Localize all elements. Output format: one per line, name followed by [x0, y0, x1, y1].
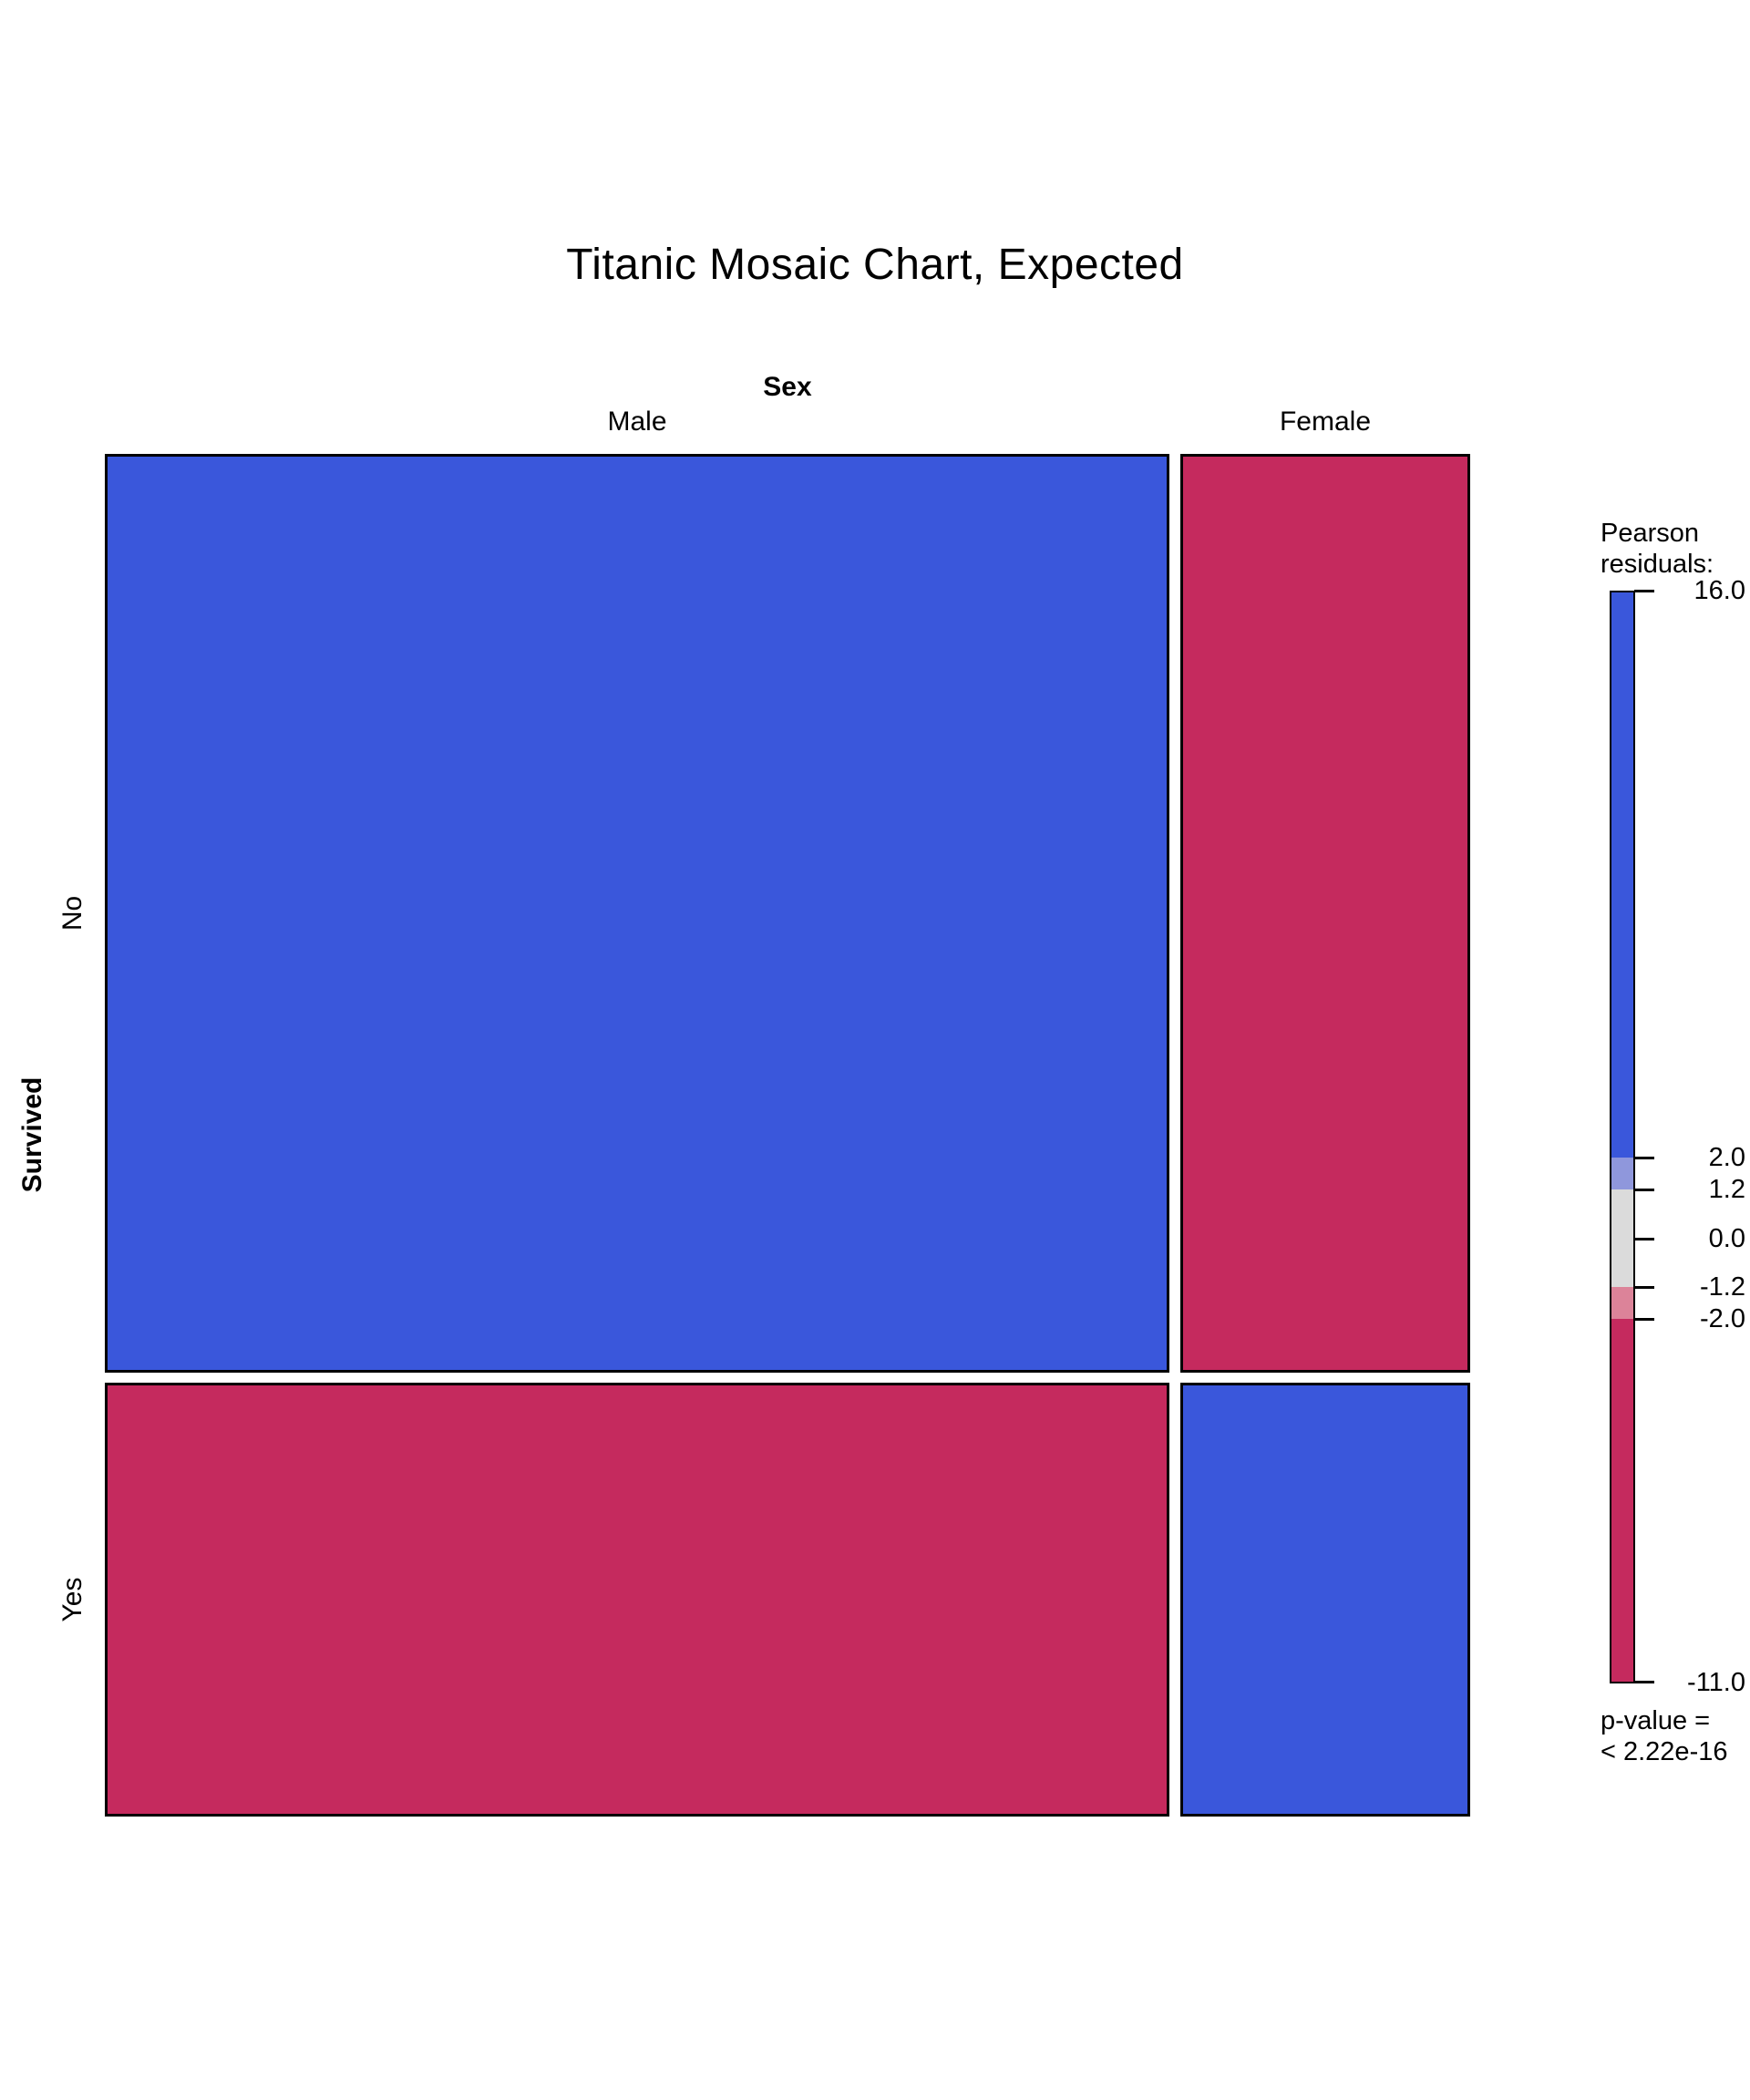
x-axis-variable-label: Sex [763, 372, 812, 402]
legend-title-line2: residuals: [1601, 550, 1714, 579]
legend-tick-label-neg2: -2.0 [1700, 1304, 1745, 1333]
tile-no-female [1180, 454, 1470, 1373]
legend-segment-negative-high [1611, 1319, 1633, 1682]
p-value-line2: < 2.22e-16 [1601, 1737, 1728, 1766]
legend-tick-label-16: 16.0 [1693, 576, 1745, 605]
y-category-no-label: No [57, 895, 88, 932]
legend-tick-label-2: 2.0 [1708, 1143, 1745, 1172]
tile-yes-female [1180, 1383, 1470, 1817]
legend-tick-16 [1634, 590, 1654, 592]
legend-tick-label-1_2: 1.2 [1708, 1175, 1745, 1204]
legend-tick-0 [1634, 1238, 1654, 1240]
chart-title: Titanic Mosaic Chart, Expected [566, 241, 1184, 289]
legend-tick-label-neg11: -11.0 [1687, 1668, 1745, 1697]
x-category-female-label: Female [1279, 407, 1372, 437]
legend-tick-label-neg1_2: -1.2 [1700, 1272, 1745, 1302]
legend-segment-positive-high [1611, 592, 1633, 1158]
legend-tick-neg2 [1634, 1318, 1654, 1321]
legend-tick-2 [1634, 1157, 1654, 1159]
legend-title-line1: Pearson [1601, 519, 1700, 548]
legend-tick-1_2 [1634, 1189, 1654, 1191]
p-value-line1: p-value = [1601, 1706, 1711, 1735]
y-category-yes-label: Yes [57, 1577, 88, 1622]
y-axis-variable-label: Survived [17, 1076, 47, 1193]
legend-tick-neg1_2 [1634, 1286, 1654, 1289]
legend-tick-neg11 [1634, 1681, 1654, 1683]
legend-title: Pearson residuals: [1601, 518, 1714, 580]
legend-segment-negative-low [1611, 1287, 1633, 1319]
p-value-note: p-value = < 2.22e-16 [1601, 1705, 1727, 1767]
tile-yes-male [105, 1383, 1169, 1817]
tile-no-male [105, 454, 1169, 1373]
legend-tick-label-0: 0.0 [1708, 1224, 1745, 1253]
x-category-male-label: Male [607, 407, 667, 437]
legend-segment-positive-low [1611, 1158, 1633, 1189]
legend-segment-neutral [1611, 1189, 1633, 1287]
legend-colorbar [1610, 591, 1635, 1683]
